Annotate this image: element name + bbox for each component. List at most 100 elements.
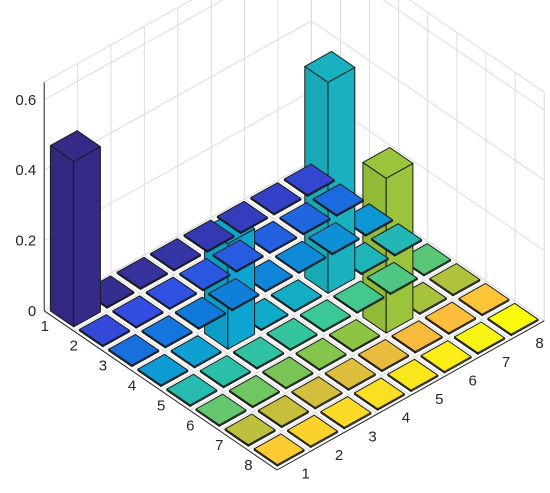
bar-r2-c1 bbox=[79, 314, 131, 348]
bar-r8-c4 bbox=[353, 377, 405, 411]
bar-r2-c5 bbox=[212, 239, 264, 273]
bar-top-face bbox=[362, 147, 414, 179]
bar-r2-c7 bbox=[279, 202, 331, 236]
bar-top-face bbox=[387, 358, 439, 391]
bar-top-face bbox=[108, 333, 160, 366]
bar-r5-c5 bbox=[299, 299, 351, 333]
bar-r7-c1 bbox=[224, 413, 276, 447]
bar-r7-c5 bbox=[358, 338, 410, 373]
bar-r7-c6 bbox=[391, 320, 443, 354]
bar-top-face bbox=[183, 219, 235, 252]
bar-r6-c8 bbox=[429, 263, 481, 297]
bar-top-face bbox=[228, 374, 280, 407]
bar-r5-c2 bbox=[199, 355, 251, 389]
bar-front-face bbox=[73, 146, 101, 328]
bar-top-face bbox=[170, 335, 222, 367]
bar-top-face bbox=[320, 396, 372, 428]
bar-top-face bbox=[353, 377, 405, 410]
bar-r1-c4 bbox=[150, 238, 202, 272]
bar-top-face bbox=[429, 263, 481, 295]
bar-top-face bbox=[458, 282, 510, 315]
bar-r3-c3 bbox=[174, 296, 226, 330]
bar-top-face bbox=[487, 302, 539, 335]
bar-top-face bbox=[420, 340, 472, 372]
bar-top-face bbox=[291, 376, 343, 408]
row-tick-label: 2 bbox=[70, 338, 78, 355]
bar-r1-c6 bbox=[216, 200, 268, 235]
bar-top-face bbox=[312, 183, 364, 216]
bar-top-face bbox=[137, 353, 189, 386]
row-tick-label: 8 bbox=[244, 457, 252, 474]
bar-r7-c4 bbox=[324, 357, 376, 391]
bar-top-face bbox=[257, 394, 309, 427]
bar-top-face bbox=[324, 357, 376, 390]
bar-r8-c5 bbox=[387, 358, 439, 392]
bar-r2-c2 bbox=[112, 295, 164, 329]
bar-top-face bbox=[166, 373, 218, 406]
bar-top-face bbox=[116, 256, 168, 289]
bar-top-face bbox=[212, 239, 264, 272]
box-top-edge bbox=[43, 0, 545, 93]
bar-top-face bbox=[250, 182, 302, 214]
bar-top-face bbox=[266, 317, 318, 350]
bar-r4-c8 bbox=[371, 223, 423, 257]
chart-axes bbox=[43, 82, 545, 471]
bar-top-face bbox=[195, 393, 247, 426]
col-tick-label: 8 bbox=[535, 335, 543, 352]
bar-r1-c5 bbox=[183, 219, 235, 253]
bar-top-face bbox=[253, 433, 305, 466]
col-tick-label: 7 bbox=[502, 354, 510, 371]
bar-r4-c5 bbox=[270, 279, 322, 313]
bar-r8-c2 bbox=[287, 414, 338, 448]
bar-r8-c7 bbox=[454, 321, 505, 355]
bar-r8-c6 bbox=[420, 340, 472, 374]
chart-bars bbox=[49, 50, 539, 467]
bar-top-face bbox=[112, 295, 164, 328]
z-gridline bbox=[43, 0, 545, 111]
bar-r2-c3 bbox=[145, 276, 197, 310]
bar-r6-c1 bbox=[195, 393, 247, 427]
bar-r3-c7 bbox=[308, 222, 360, 256]
bar-r6-c4 bbox=[295, 337, 347, 371]
bar-r5-c6 bbox=[333, 280, 385, 314]
bar-top-face bbox=[371, 223, 423, 256]
bar-top-face bbox=[216, 200, 268, 233]
bar-top-face bbox=[424, 301, 476, 334]
bar-r7-c3 bbox=[291, 376, 343, 410]
bar-top-face bbox=[329, 319, 380, 351]
bar-top-face bbox=[150, 238, 202, 270]
bar-r7-c2 bbox=[257, 394, 309, 429]
bar-r2-c8 bbox=[312, 183, 364, 217]
row-tick-label: 7 bbox=[215, 437, 223, 454]
chart-tick-labels: 1 2 3 4 5 6 7 8 1 2 3 4 5 6 7 8 0 0.2 0.4 0.6 bbox=[15, 92, 543, 483]
row-tick-label: 1 bbox=[41, 318, 49, 335]
col-tick-label: 5 bbox=[435, 391, 443, 408]
bar-top-face bbox=[333, 280, 385, 313]
bar-r4-c1 bbox=[137, 353, 189, 387]
col-tick-label: 3 bbox=[368, 428, 376, 445]
col-axis-line bbox=[276, 320, 545, 471]
z-tick-label: 0.2 bbox=[15, 232, 36, 249]
bar-r5-c1 bbox=[166, 373, 218, 407]
bar-top-face bbox=[366, 261, 418, 294]
bar-r5-c3 bbox=[233, 336, 285, 370]
row-tick-label: 5 bbox=[157, 397, 165, 414]
bar-r5-c4 bbox=[266, 317, 318, 351]
bar-r7-c7 bbox=[424, 301, 476, 335]
col-tick-label: 6 bbox=[469, 372, 477, 389]
bar-r1-c3 bbox=[116, 256, 168, 290]
bar-top-face bbox=[279, 202, 331, 234]
bar-top-face bbox=[358, 338, 410, 371]
bar-top-face bbox=[179, 258, 231, 290]
bar-top-face bbox=[174, 296, 226, 329]
bar-top-face bbox=[49, 130, 101, 162]
bar-top-face bbox=[224, 413, 276, 446]
bar-r7-c8 bbox=[458, 282, 510, 317]
bar-r3-c1 bbox=[108, 333, 160, 368]
bar-top-face bbox=[275, 240, 327, 273]
bar-top-face bbox=[304, 50, 356, 83]
bar-r1-c1 bbox=[49, 130, 101, 328]
bar-top-face bbox=[270, 279, 322, 311]
bar-r2-c4 bbox=[179, 258, 231, 292]
